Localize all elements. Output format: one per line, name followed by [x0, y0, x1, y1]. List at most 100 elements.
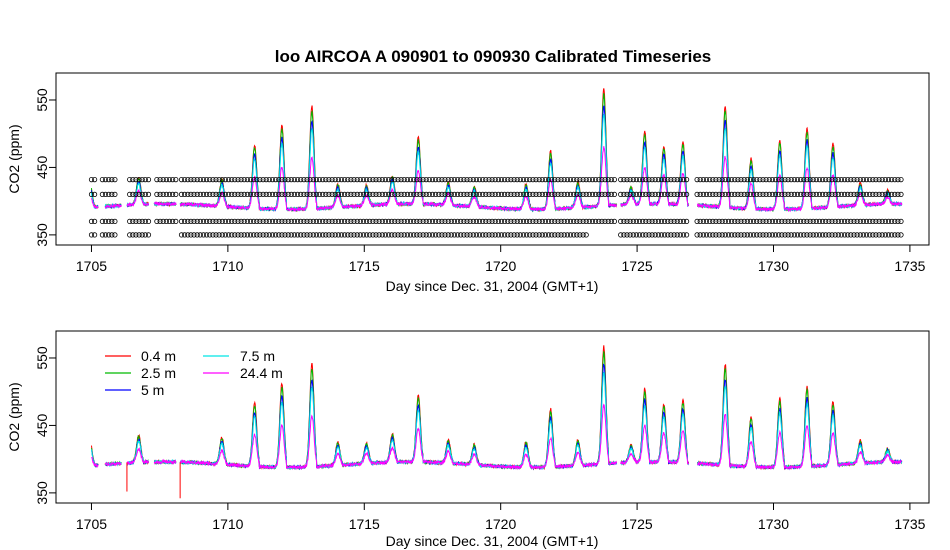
- calibration-point: [254, 191, 260, 197]
- calibration-point: [235, 232, 241, 238]
- calibration-point: [898, 232, 904, 238]
- calibration-point: [213, 177, 219, 183]
- calibration-point: [379, 232, 385, 238]
- calibration-point: [668, 232, 674, 238]
- x-tick-label: 1720: [485, 516, 516, 532]
- calibration-point: [713, 191, 719, 197]
- calibration-point: [527, 177, 533, 183]
- legend-label: 0.4 m: [141, 348, 176, 364]
- calibration-point: [473, 232, 479, 238]
- calibration-point: [542, 232, 549, 238]
- calibration-point: [533, 218, 539, 224]
- calibration-point: [458, 218, 464, 224]
- calibration-point: [392, 177, 398, 183]
- calibration-point: [194, 177, 200, 183]
- calibration-point: [404, 232, 410, 238]
- calibration-point: [835, 177, 841, 183]
- calibration-point: [713, 232, 719, 238]
- calibration-point: [618, 177, 624, 183]
- calibration-point: [511, 177, 517, 183]
- calibration-point: [163, 177, 169, 183]
- calibration-point: [661, 232, 668, 238]
- calibration-point: [665, 177, 671, 183]
- calibration-point: [348, 232, 354, 238]
- calibration-point: [661, 177, 668, 183]
- calibration-point: [652, 218, 658, 224]
- calibration-point: [514, 218, 520, 224]
- calibration-point: [819, 218, 826, 224]
- calibration-point: [448, 191, 454, 197]
- calibration-point: [592, 218, 599, 224]
- calibration-point: [636, 177, 643, 183]
- calibration-point: [722, 232, 728, 238]
- calibration-point: [357, 191, 363, 197]
- calibration-point: [476, 177, 483, 183]
- calibration-point: [873, 191, 879, 197]
- calibration-point: [130, 177, 136, 183]
- calibration-point: [527, 191, 533, 197]
- calibration-point: [345, 177, 351, 183]
- calibration-point: [713, 177, 719, 183]
- calibration-point: [710, 232, 716, 238]
- calibration-point: [486, 218, 492, 224]
- calibration-point: [109, 218, 115, 224]
- calibration-point: [716, 177, 722, 183]
- top-x-axis: 1705 1710 1715 1720 1725 1730 1735: [76, 245, 926, 274]
- calibration-point: [395, 177, 401, 183]
- calibration-point: [539, 191, 545, 197]
- calibration-point: [813, 232, 819, 238]
- calibration-point: [697, 177, 703, 183]
- calibration-point: [602, 218, 608, 224]
- calibration-point: [574, 232, 580, 238]
- calibration-point: [483, 232, 489, 238]
- series-line: [91, 403, 902, 471]
- calibration-point: [351, 232, 357, 238]
- calibration-point: [439, 232, 445, 238]
- calibration-point: [282, 177, 288, 183]
- calibration-point: [173, 177, 179, 183]
- calibration-point: [279, 177, 285, 183]
- x-tick-label: 1710: [212, 258, 243, 274]
- calibration-point: [241, 177, 247, 183]
- calibration-point: [782, 177, 788, 183]
- calibration-point: [379, 177, 385, 183]
- calibration-point: [735, 191, 741, 197]
- top-panel: 1705 1710 1715 1720 1725 1730 1735 350 450 550 D…: [6, 72, 930, 294]
- calibration-point: [533, 232, 539, 238]
- calibration-point: [782, 191, 788, 197]
- calibration-point: [301, 177, 307, 183]
- calibration-point: [219, 218, 225, 224]
- calibration-point: [436, 232, 442, 238]
- calibration-point: [555, 177, 561, 183]
- calibration-point: [139, 232, 145, 238]
- calibration-point: [555, 232, 561, 238]
- calibration-point: [873, 218, 879, 224]
- calibration-point: [838, 218, 845, 224]
- calibration-point: [571, 232, 577, 238]
- calibration-point: [197, 191, 203, 197]
- calibration-point: [417, 218, 423, 224]
- calibration-point: [266, 232, 272, 238]
- calibration-point: [523, 232, 530, 238]
- calibration-point: [316, 177, 323, 183]
- calibration-point: [621, 177, 627, 183]
- calibration-point: [722, 177, 728, 183]
- calibration-point: [838, 177, 845, 183]
- calibration-point: [665, 218, 671, 224]
- calibration-point: [810, 177, 816, 183]
- calibration-point: [785, 177, 791, 183]
- calibration-point: [829, 191, 835, 197]
- calibration-point: [392, 218, 398, 224]
- calibration-point: [88, 232, 95, 238]
- calibration-point: [511, 232, 517, 238]
- calibration-point: [757, 218, 763, 224]
- calibration-point: [530, 177, 536, 183]
- calibration-point: [668, 218, 674, 224]
- bottom-series-group: [91, 345, 903, 499]
- calibration-point: [157, 218, 163, 224]
- calibration-point: [348, 218, 354, 224]
- calibration-point: [316, 191, 323, 197]
- calibration-point: [527, 218, 533, 224]
- calibration-point: [106, 191, 112, 197]
